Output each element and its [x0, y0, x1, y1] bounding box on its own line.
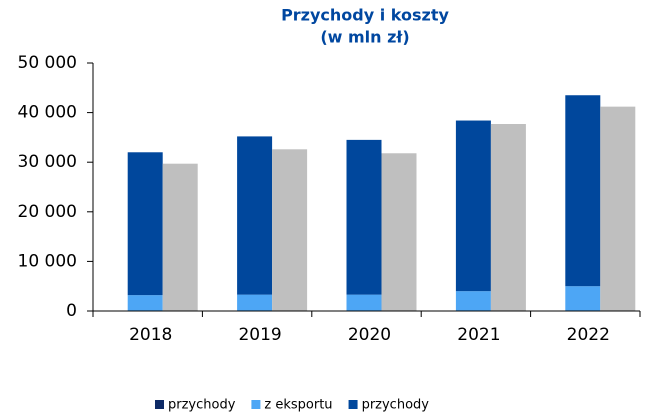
x-tick-label: 2020 — [348, 325, 391, 345]
legend-label: z eksportu — [264, 398, 332, 413]
x-tick-label: 2021 — [457, 325, 500, 345]
y-tick-label: 50 000 — [18, 53, 77, 73]
legend-swatch — [251, 400, 261, 409]
bar — [237, 294, 273, 311]
bar — [237, 136, 273, 295]
bar — [381, 153, 417, 311]
bar — [346, 294, 382, 311]
bar — [455, 291, 491, 311]
chart-subtitle: (w mln zł) — [320, 28, 409, 47]
chart-title: Przychody i koszty — [281, 6, 449, 25]
bar — [127, 295, 163, 311]
legend-swatch — [155, 400, 164, 409]
bar — [565, 95, 601, 287]
y-tick-label: 20 000 — [18, 202, 77, 222]
y-tick-label: 40 000 — [18, 103, 77, 123]
bar — [455, 120, 491, 292]
x-tick-label: 2019 — [238, 325, 281, 345]
bar — [272, 149, 308, 311]
bar — [490, 124, 526, 312]
legend-label: przychody — [362, 398, 430, 413]
legend-swatch — [348, 400, 358, 409]
x-tick-label: 2022 — [567, 325, 610, 345]
y-tick-label: 30 000 — [18, 152, 77, 172]
bar — [162, 163, 198, 311]
legend-label: przychody — [168, 398, 236, 413]
bar — [346, 139, 382, 295]
bar — [600, 106, 636, 311]
bar — [127, 152, 163, 296]
y-tick-label: 10 000 — [18, 251, 77, 271]
bar — [565, 286, 601, 311]
y-tick-label: 0 — [66, 301, 77, 321]
x-tick-label: 2018 — [129, 325, 172, 345]
